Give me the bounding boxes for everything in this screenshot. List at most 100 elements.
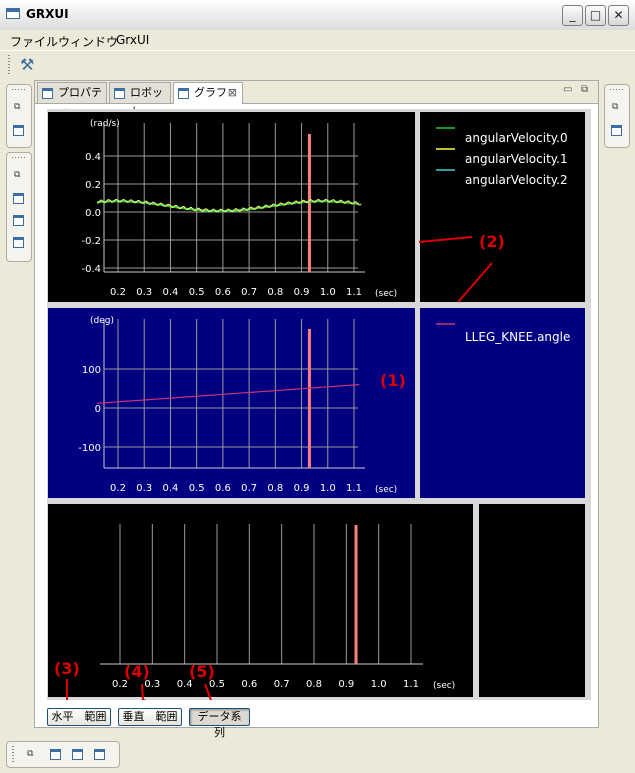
x-tick-label: 0.4: [162, 483, 178, 494]
time-cursor: [354, 525, 358, 664]
x-tick-label: 0.3: [136, 287, 152, 298]
legend-label: angularVelocity.2: [465, 173, 568, 187]
horizontal-range-button[interactable]: 水平 範囲: [47, 708, 111, 726]
sidebar-grip: [12, 89, 26, 90]
x-tick-label: 0.5: [189, 287, 205, 298]
graph-canvas[interactable]: 0.2 0.3 0.4 0.5 0.6 0.7 0.8 0.9 1.0 1.1 (sec) 0.4 0.…: [47, 109, 591, 700]
legend-label: angularVelocity.0: [465, 131, 568, 145]
x-tick-label: 0.3: [144, 679, 160, 690]
tab-row: プロパティ ロボット グラフ ⊠ ▭ ⧉: [35, 81, 598, 118]
data-series-button[interactable]: データ系列: [189, 708, 250, 739]
view-icon[interactable]: [611, 125, 622, 136]
left-sidebar-bottom: ⧉: [6, 152, 32, 262]
time-cursor: [307, 329, 311, 468]
x-tick-label: 0.7: [241, 287, 257, 298]
x-tick-label: 1.1: [346, 483, 362, 494]
y-tick-label: -100: [78, 443, 101, 454]
restore-icon[interactable]: ⧉: [27, 749, 34, 759]
y-tick-label: -0.4: [81, 264, 101, 275]
y-tick-label: -0.2: [81, 236, 101, 247]
menu-grxui[interactable]: GrxUI: [116, 33, 150, 47]
annotation-arrow-line: [141, 683, 144, 700]
annotation-arrow-line: [418, 236, 473, 243]
x-tick-label: 1.0: [320, 483, 336, 494]
x-tick-label: 0.2: [112, 679, 128, 690]
window-title: GRXUI: [26, 7, 69, 21]
sidebar-grip: [12, 157, 26, 158]
x-tick-label: 0.2: [110, 287, 126, 298]
legend-label: LLEG_KNEE.angle: [465, 330, 570, 344]
x-tick-label: 1.1: [403, 679, 419, 690]
y-tick-label: 0: [95, 404, 101, 415]
maximize-view-icon[interactable]: ⧉: [581, 84, 589, 95]
minimize-view-icon[interactable]: ▭: [563, 84, 573, 95]
view-icon[interactable]: [13, 215, 24, 226]
left-sidebar-top: ⧉: [6, 84, 32, 148]
y-axis-unit: (rad/s): [90, 119, 120, 129]
legend-panel-background: [479, 504, 585, 697]
graph-view-icon: [178, 88, 189, 99]
menu-window[interactable]: ウィンドウ: [58, 35, 119, 49]
annotation-label: (1): [380, 371, 406, 390]
x-tick-label: 0.4: [162, 287, 178, 298]
x-tick-label: 0.7: [241, 483, 257, 494]
x-tick-label: 0.8: [306, 679, 322, 690]
view-icon[interactable]: [13, 237, 24, 248]
restore-icon[interactable]: ⧉: [14, 102, 21, 112]
tab-properties[interactable]: プロパティ: [37, 82, 107, 118]
x-tick-label: 0.3: [136, 483, 152, 494]
y-tick-label: 0.2: [85, 180, 101, 191]
annotation-arrow-line: [204, 683, 212, 700]
plot-panel-background: [48, 112, 415, 302]
x-axis-unit: (sec): [375, 485, 397, 495]
menu-file[interactable]: ファイル: [10, 35, 59, 49]
right-sidebar: ⧉: [604, 84, 630, 148]
restore-icon[interactable]: ⧉: [14, 170, 21, 180]
restore-icon[interactable]: ⧉: [612, 102, 619, 112]
x-tick-label: 0.7: [274, 679, 290, 690]
toolbar: ⚒: [0, 50, 635, 79]
view-icon[interactable]: [72, 749, 83, 760]
legend-label: angularVelocity.1: [465, 152, 568, 166]
tab-robot[interactable]: ロボット: [109, 82, 171, 118]
y-tick-label: 100: [82, 365, 101, 376]
x-axis-unit: (sec): [433, 681, 455, 691]
x-tick-label: 1.1: [346, 287, 362, 298]
x-tick-label: 0.8: [267, 287, 283, 298]
x-tick-label: 0.9: [338, 679, 354, 690]
x-tick-label: 1.0: [371, 679, 387, 690]
sidebar-grip: [610, 89, 624, 90]
maximize-button[interactable]: □: [585, 5, 606, 26]
legend-panel-background: [420, 112, 585, 302]
x-tick-label: 0.5: [189, 483, 205, 494]
annotation-label: (2): [479, 232, 505, 251]
menu-bar: ファイル ウィンドウ GrxUI: [0, 30, 635, 50]
close-tab-icon[interactable]: ⊠: [227, 86, 237, 99]
minimize-button[interactable]: _: [562, 5, 583, 26]
y-tick-label: 0.4: [85, 152, 101, 163]
vertical-range-button[interactable]: 垂直 範囲: [118, 708, 182, 726]
close-button[interactable]: ✕: [608, 5, 629, 26]
x-tick-label: 0.2: [110, 483, 126, 494]
series-line-LLEG_KNEE-angle: [96, 384, 360, 404]
robot-view-icon: [114, 88, 125, 99]
graph-area: 0.2 0.3 0.4 0.5 0.6 0.7 0.8 0.9 1.0 1.1 (sec) 0.4 0.…: [47, 109, 591, 700]
tools-icon[interactable]: ⚒: [20, 55, 35, 74]
title-bar: GRXUI _ □ ✕: [0, 0, 635, 31]
tab-label: グラフ: [194, 86, 227, 99]
view-icon[interactable]: [13, 193, 24, 204]
x-tick-label: 0.9: [294, 287, 310, 298]
annotation-arrow-line: [457, 262, 493, 303]
trim-grip: [12, 746, 14, 762]
annotation-label: (3): [54, 659, 80, 678]
view-icon[interactable]: [13, 125, 24, 136]
view-icon[interactable]: [50, 749, 61, 760]
y-axis-unit: (deg): [90, 316, 114, 326]
series-line-angularVelocity-1: [96, 198, 362, 213]
x-tick-label: 0.8: [267, 483, 283, 494]
x-axis-unit: (sec): [375, 289, 397, 299]
tab-graph[interactable]: グラフ ⊠: [173, 82, 243, 104]
y-tick-label: 0.0: [85, 208, 101, 219]
toolbar-grip: [8, 55, 10, 75]
view-icon[interactable]: [94, 749, 105, 760]
